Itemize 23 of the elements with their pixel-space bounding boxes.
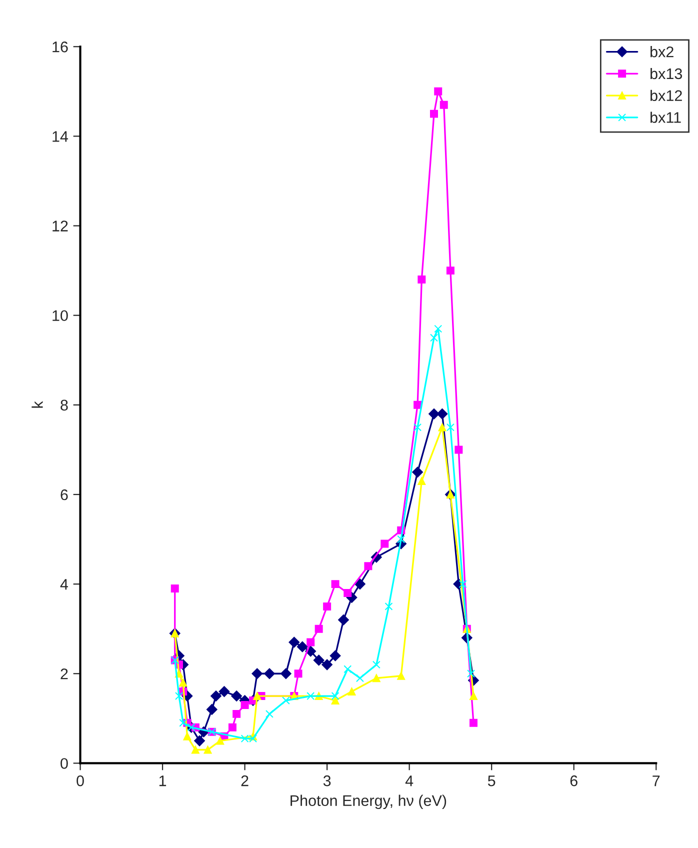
x-tick-label: 7 bbox=[652, 776, 660, 786]
y-tick-label: 0 bbox=[60, 758, 68, 769]
y-tick-label: 2 bbox=[60, 668, 68, 680]
y-tick-label: 14 bbox=[52, 131, 68, 142]
legend-label: bx2 bbox=[650, 46, 674, 58]
y-axis-title: k bbox=[32, 401, 43, 408]
x-axis-title: Photon Energy, hν (eV) bbox=[290, 794, 446, 810]
y-tick-label: 8 bbox=[60, 400, 68, 411]
y-tick-label: 12 bbox=[52, 220, 68, 232]
legend-label: bx13 bbox=[650, 68, 682, 80]
y-tick-label: 16 bbox=[52, 42, 68, 52]
legend-label: bx12 bbox=[650, 90, 682, 102]
legend-label: bx11 bbox=[650, 112, 681, 123]
x-tick-label: 1 bbox=[159, 776, 166, 786]
x-tick-label: 0 bbox=[76, 775, 84, 786]
x-tick-label: 2 bbox=[241, 775, 248, 786]
x-tick-label: 4 bbox=[405, 776, 414, 786]
y-tick-label: 6 bbox=[60, 489, 68, 500]
x-tick-label: 5 bbox=[488, 776, 496, 786]
x-tick-label: 3 bbox=[323, 775, 331, 786]
y-tick-label: 4 bbox=[60, 579, 68, 590]
y-tick-label: 10 bbox=[52, 310, 68, 322]
x-tick-label: 6 bbox=[570, 775, 578, 786]
